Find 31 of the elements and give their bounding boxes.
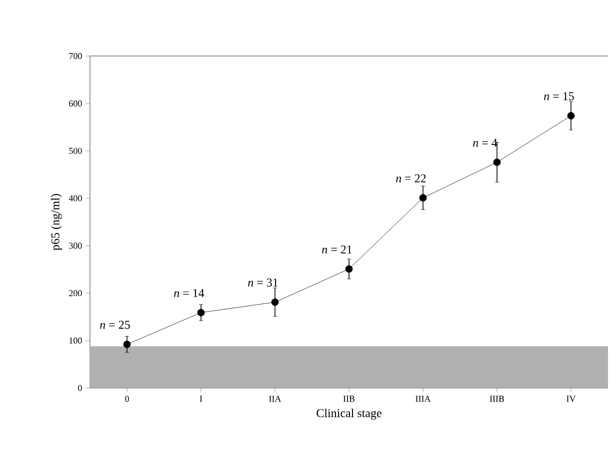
point	[345, 265, 353, 273]
x-tick-label: IIIB	[490, 396, 504, 402]
x-tick-label: IIB	[343, 396, 355, 402]
annotation: n = 22	[396, 174, 426, 182]
y-tick-label: 0	[78, 384, 82, 392]
x-tick-label: I	[200, 396, 202, 402]
y-tick-label: 500	[69, 148, 82, 154]
point	[271, 298, 279, 306]
annotation: n = 15	[544, 92, 574, 100]
y-tick-label: 300	[69, 242, 82, 249]
annotation: n = 25	[100, 320, 130, 329]
x-axis-title: Clinical stage	[316, 408, 382, 420]
point	[567, 112, 575, 120]
x-tick-label: 0	[125, 396, 129, 402]
point	[419, 194, 427, 202]
point	[493, 158, 501, 166]
annotation: n = 31	[248, 278, 278, 287]
annotation: n = 4	[473, 138, 498, 147]
annotation: n = 21	[322, 245, 352, 254]
y-tick-label: 400	[68, 195, 82, 202]
y-tick-label: 200	[69, 290, 82, 296]
x-tick-label: IIIA	[416, 396, 431, 402]
y-tick-label: 700	[69, 52, 82, 60]
point	[123, 340, 131, 348]
point	[197, 308, 205, 316]
y-axis-title: p65 (ng/ml)	[50, 194, 62, 250]
y-tick-label: 100	[69, 338, 82, 344]
x-tick-label: IV	[566, 396, 576, 402]
annotation: n = 14	[174, 289, 204, 298]
x-tick-label: IIA	[269, 396, 282, 402]
y-tick-label: 600	[69, 100, 82, 106]
